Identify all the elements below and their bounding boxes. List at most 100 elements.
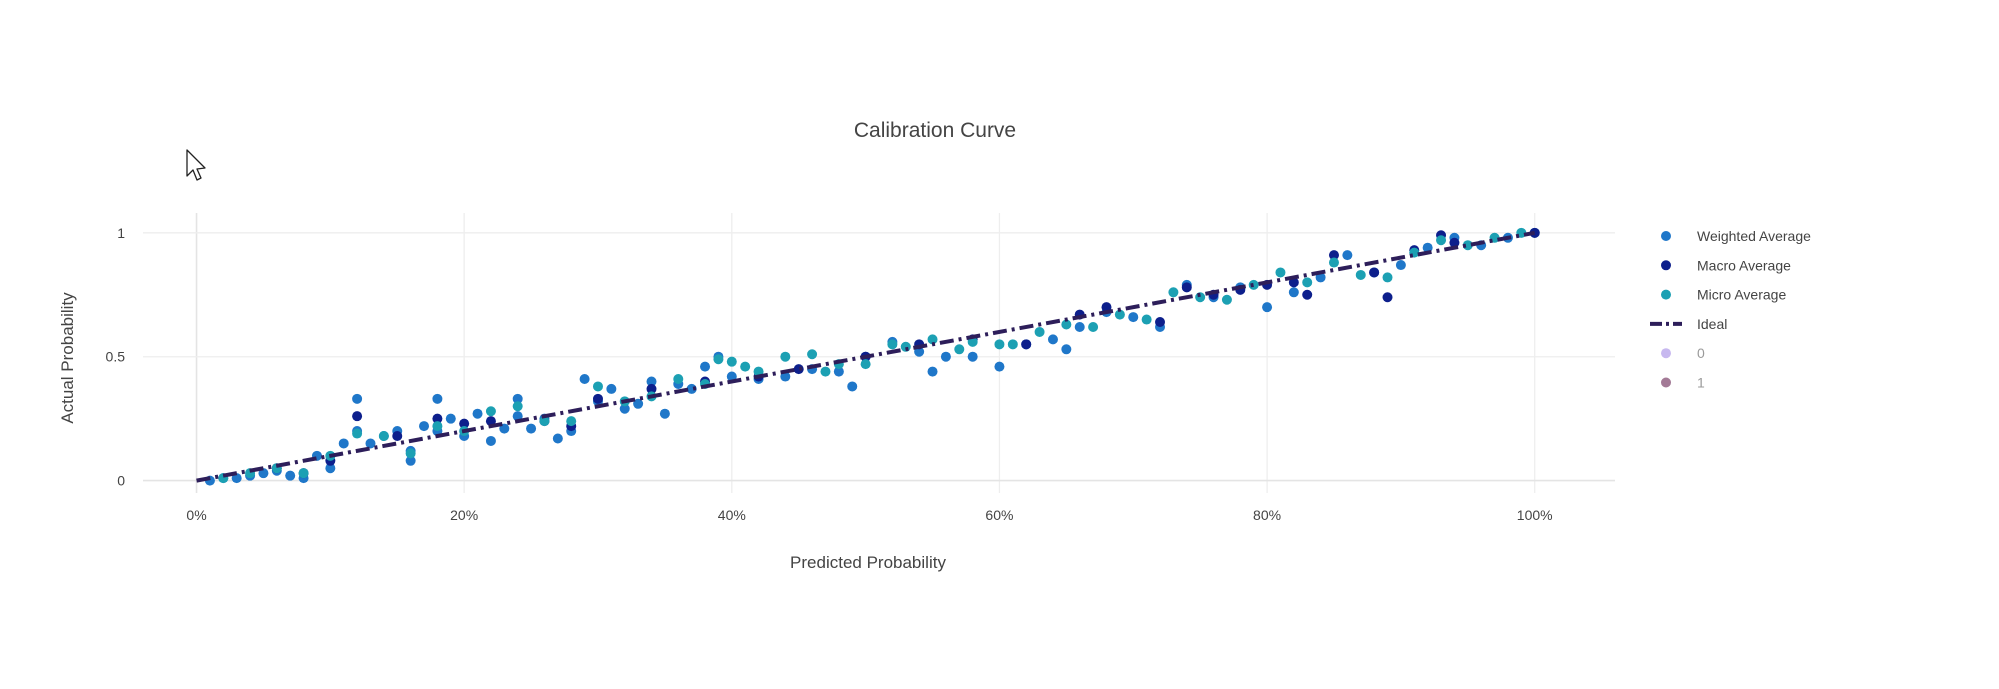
- legend-item[interactable]: 1: [1661, 375, 1705, 391]
- data-point-micro-average[interactable]: [512, 401, 523, 412]
- data-point-weighted-average[interactable]: [833, 366, 844, 377]
- legend-item[interactable]: Weighted Average: [1661, 228, 1811, 244]
- data-point-weighted-average[interactable]: [927, 366, 938, 377]
- data-point-macro-average[interactable]: [1382, 292, 1393, 303]
- data-point-macro-average[interactable]: [1155, 317, 1166, 328]
- data-point-weighted-average[interactable]: [847, 381, 858, 392]
- data-point-micro-average[interactable]: [1114, 309, 1125, 320]
- data-point-weighted-average[interactable]: [1262, 302, 1273, 313]
- data-point-micro-average[interactable]: [807, 349, 818, 360]
- data-point-weighted-average[interactable]: [1395, 260, 1406, 271]
- data-point-weighted-average[interactable]: [1342, 250, 1353, 261]
- data-point-macro-average[interactable]: [1302, 289, 1313, 300]
- data-point-weighted-average[interactable]: [1288, 287, 1299, 298]
- data-point-weighted-average[interactable]: [579, 374, 590, 385]
- data-point-weighted-average[interactable]: [646, 376, 657, 387]
- data-point-micro-average[interactable]: [378, 431, 389, 442]
- data-point-weighted-average[interactable]: [325, 463, 336, 474]
- data-point-weighted-average[interactable]: [338, 438, 349, 449]
- data-point-weighted-average[interactable]: [512, 393, 523, 404]
- data-point-micro-average[interactable]: [954, 344, 965, 355]
- data-point-weighted-average[interactable]: [419, 421, 430, 432]
- data-point-micro-average[interactable]: [485, 406, 496, 417]
- data-point-weighted-average[interactable]: [526, 423, 537, 434]
- legend-item[interactable]: 0: [1661, 345, 1705, 361]
- data-point-micro-average[interactable]: [1061, 319, 1072, 330]
- data-point-weighted-average[interactable]: [485, 435, 496, 446]
- data-point-micro-average[interactable]: [726, 356, 737, 367]
- data-point-weighted-average[interactable]: [659, 408, 670, 419]
- data-point-weighted-average[interactable]: [432, 393, 443, 404]
- data-point-micro-average[interactable]: [1275, 267, 1286, 278]
- data-point-weighted-average[interactable]: [365, 438, 376, 449]
- legend-item[interactable]: Ideal: [1650, 316, 1727, 332]
- data-point-micro-average[interactable]: [1436, 235, 1447, 246]
- data-point-weighted-average[interactable]: [405, 455, 416, 466]
- data-point-micro-average[interactable]: [673, 374, 684, 385]
- data-point-micro-average[interactable]: [780, 351, 791, 362]
- data-point-macro-average[interactable]: [1021, 339, 1032, 350]
- data-point-macro-average[interactable]: [1369, 267, 1380, 278]
- data-point-macro-average[interactable]: [1328, 250, 1339, 261]
- data-point-micro-average[interactable]: [860, 359, 871, 370]
- data-point-micro-average[interactable]: [1168, 287, 1179, 298]
- data-point-weighted-average[interactable]: [1074, 321, 1085, 332]
- data-point-micro-average[interactable]: [1034, 326, 1045, 337]
- data-point-weighted-average[interactable]: [552, 433, 563, 444]
- data-point-micro-average[interactable]: [820, 366, 831, 377]
- legend[interactable]: Weighted Average Macro Average Micro Avera…: [1650, 228, 1811, 391]
- series-line-ideal[interactable]: [196, 230, 1536, 483]
- data-point-micro-average[interactable]: [1302, 277, 1313, 288]
- data-point-weighted-average[interactable]: [967, 351, 978, 362]
- data-point-macro-average[interactable]: [592, 393, 603, 404]
- data-point-micro-average[interactable]: [1462, 240, 1473, 251]
- data-point-weighted-average[interactable]: [1047, 334, 1058, 345]
- data-point-macro-average[interactable]: [352, 411, 363, 422]
- data-point-micro-average[interactable]: [1007, 339, 1018, 350]
- data-point-macro-average[interactable]: [432, 413, 443, 424]
- data-point-macro-average[interactable]: [1181, 282, 1192, 293]
- data-point-micro-average[interactable]: [1221, 294, 1232, 305]
- data-point-weighted-average[interactable]: [1061, 344, 1072, 355]
- data-point-weighted-average[interactable]: [352, 393, 363, 404]
- data-point-micro-average[interactable]: [927, 334, 938, 345]
- data-point-macro-average[interactable]: [459, 418, 470, 429]
- data-point-micro-average[interactable]: [713, 354, 724, 365]
- data-point-weighted-average[interactable]: [472, 408, 483, 419]
- data-point-weighted-average[interactable]: [619, 403, 630, 414]
- y-tick-label: 0.5: [106, 349, 126, 365]
- data-point-macro-average[interactable]: [392, 431, 403, 442]
- data-point-micro-average[interactable]: [298, 468, 309, 479]
- data-point-micro-average[interactable]: [887, 339, 898, 350]
- legend-item[interactable]: Micro Average: [1661, 287, 1786, 303]
- data-point-weighted-average[interactable]: [686, 383, 697, 394]
- data-point-macro-average[interactable]: [793, 364, 804, 375]
- data-point-micro-average[interactable]: [352, 428, 363, 439]
- data-point-micro-average[interactable]: [432, 421, 443, 432]
- data-point-weighted-average[interactable]: [633, 398, 644, 409]
- data-point-micro-average[interactable]: [405, 448, 416, 459]
- data-point-weighted-average[interactable]: [940, 351, 951, 362]
- data-point-micro-average[interactable]: [1141, 314, 1152, 325]
- data-point-weighted-average[interactable]: [994, 361, 1005, 372]
- data-point-micro-average[interactable]: [994, 339, 1005, 350]
- data-point-weighted-average[interactable]: [285, 470, 296, 481]
- data-point-weighted-average[interactable]: [700, 361, 711, 372]
- legend-label: Ideal: [1697, 316, 1727, 332]
- data-point-weighted-average[interactable]: [1128, 312, 1139, 323]
- data-point-micro-average[interactable]: [1088, 321, 1099, 332]
- data-point-micro-average[interactable]: [539, 416, 550, 427]
- data-point-macro-average[interactable]: [646, 383, 657, 394]
- legend-marker-swatch: [1661, 289, 1671, 300]
- data-point-micro-average[interactable]: [1248, 279, 1259, 290]
- data-point-micro-average[interactable]: [740, 361, 751, 372]
- legend-item[interactable]: Macro Average: [1661, 257, 1791, 273]
- data-point-micro-average[interactable]: [1355, 269, 1366, 280]
- data-point-weighted-average[interactable]: [606, 383, 617, 394]
- data-point-micro-average[interactable]: [566, 416, 577, 427]
- data-point-micro-average[interactable]: [1382, 272, 1393, 283]
- data-point-micro-average[interactable]: [592, 381, 603, 392]
- data-point-weighted-average[interactable]: [445, 413, 456, 424]
- data-point-micro-average[interactable]: [1328, 257, 1339, 268]
- y-tick-label: 1: [117, 225, 125, 241]
